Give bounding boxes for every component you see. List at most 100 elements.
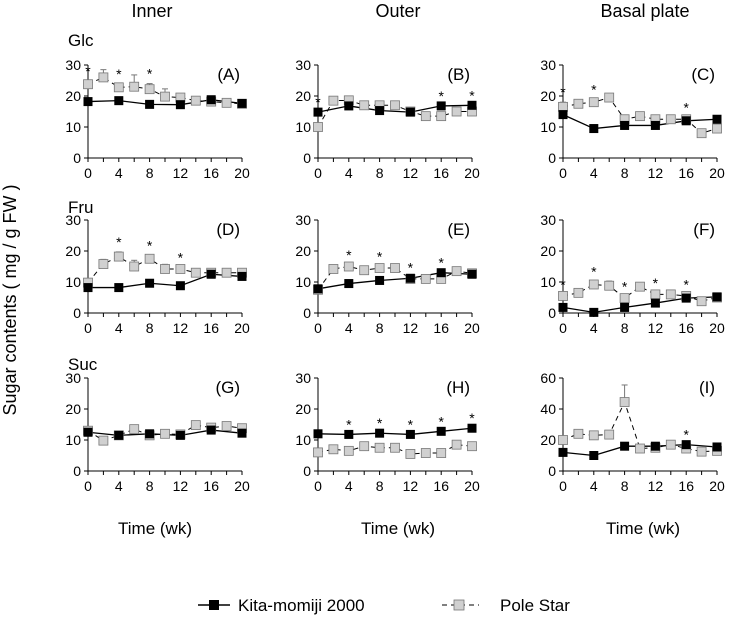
data-point-kita-momiji [83,283,93,293]
y-tick-label: 10 [65,274,81,290]
data-point-pole-star [390,263,400,273]
series-line-pole-star [562,400,718,453]
x-tick-label: 20 [709,165,725,181]
data-point-pole-star [573,428,584,439]
data-point-kita-momiji [313,429,323,439]
significance-marker: * [346,247,352,263]
data-point-pole-star [160,91,170,102]
y-tick-label: 20 [540,432,556,448]
row-title-glc: Glc [68,31,94,50]
series-line-kita-momiji [562,114,718,130]
data-point-kita-momiji [237,98,247,108]
data-point-pole-star [573,98,584,109]
significance-marker: * [683,100,689,116]
x-axis-label-basal-plate: Time (wk) [606,519,680,538]
y-tick-label: 0 [73,150,81,166]
data-point-pole-star [113,82,124,93]
data-point-kita-momiji [681,293,691,303]
data-point-pole-star [190,267,201,278]
series-line-kita-momiji [87,99,243,106]
x-tick-label: 20 [464,320,480,336]
x-tick-label: 20 [464,165,480,181]
y-tick-label: 10 [540,274,556,290]
y-tick-label: 0 [548,305,556,321]
significance-marker: * [147,238,153,254]
data-point-kita-momiji [206,425,216,435]
x-tick-label: 12 [648,320,664,336]
data-point-pole-star [573,287,584,298]
x-tick-label: 16 [678,478,694,494]
data-point-pole-star [144,253,155,264]
x-tick-label: 8 [621,478,629,494]
data-point-kita-momiji [114,96,124,106]
series-line-pole-star [562,283,718,302]
significance-marker: * [408,259,414,275]
x-tick-label: 12 [648,478,664,494]
data-point-pole-star [221,97,232,108]
data-point-kita-momiji [114,283,124,293]
series-line-pole-star [317,265,473,291]
series-line-kita-momiji [317,104,473,113]
x-tick-label: 16 [203,320,219,336]
x-tick-label: 16 [433,165,449,181]
x-tick-label: 20 [464,478,480,494]
y-tick-label: 10 [295,119,311,135]
panel-label: (F) [693,220,715,239]
column-title-inner: Inner [131,1,172,21]
y-tick-label: 20 [540,243,556,259]
significance-marker: * [591,82,597,98]
panel-label: (D) [216,220,240,239]
y-tick-label: 20 [540,88,556,104]
data-point-kita-momiji [344,279,354,289]
x-tick-label: 20 [234,165,250,181]
data-point-pole-star [696,446,707,457]
x-tick-label: 0 [314,320,322,336]
data-point-pole-star [588,279,599,290]
data-point-pole-star [665,114,676,125]
x-tick-label: 8 [146,478,154,494]
data-point-pole-star [451,266,462,277]
data-point-kita-momiji [313,284,323,294]
data-point-kita-momiji [712,114,722,124]
x-tick-label: 4 [115,478,123,494]
y-tick-label: 30 [540,212,556,228]
data-point-pole-star [712,123,722,134]
legend-kita-label: Kita-momiji 2000 [238,596,365,615]
data-point-pole-star [604,429,615,440]
data-point-kita-momiji [589,124,599,134]
y-tick-label: 20 [65,401,81,417]
y-tick-label: 20 [295,88,311,104]
data-point-kita-momiji [436,426,446,436]
data-point-pole-star [604,92,615,103]
x-tick-label: 8 [376,165,384,181]
column-title-outer: Outer [375,1,420,21]
data-point-pole-star [665,289,676,300]
x-tick-label: 8 [376,478,384,494]
y-tick-label: 20 [295,243,311,259]
x-axis-label-outer: Time (wk) [361,519,435,538]
data-point-pole-star [619,397,630,407]
y-tick-label: 0 [303,150,311,166]
data-point-pole-star [129,261,140,272]
data-point-pole-star [175,264,186,274]
panel-label: (B) [447,65,470,84]
data-point-pole-star [190,95,201,106]
significance-marker: * [85,63,91,79]
x-tick-label: 16 [678,165,694,181]
data-point-pole-star [420,448,431,458]
data-point-kita-momiji [620,120,630,130]
data-point-pole-star [635,281,645,292]
data-point-kita-momiji [620,302,630,312]
significance-marker: * [622,279,628,295]
legend-polestar-marker [453,599,465,611]
y-tick-label: 30 [65,212,81,228]
data-point-pole-star [160,264,170,274]
data-point-kita-momiji [467,100,477,110]
panel-label: (A) [217,65,240,84]
significance-marker: * [315,94,321,110]
